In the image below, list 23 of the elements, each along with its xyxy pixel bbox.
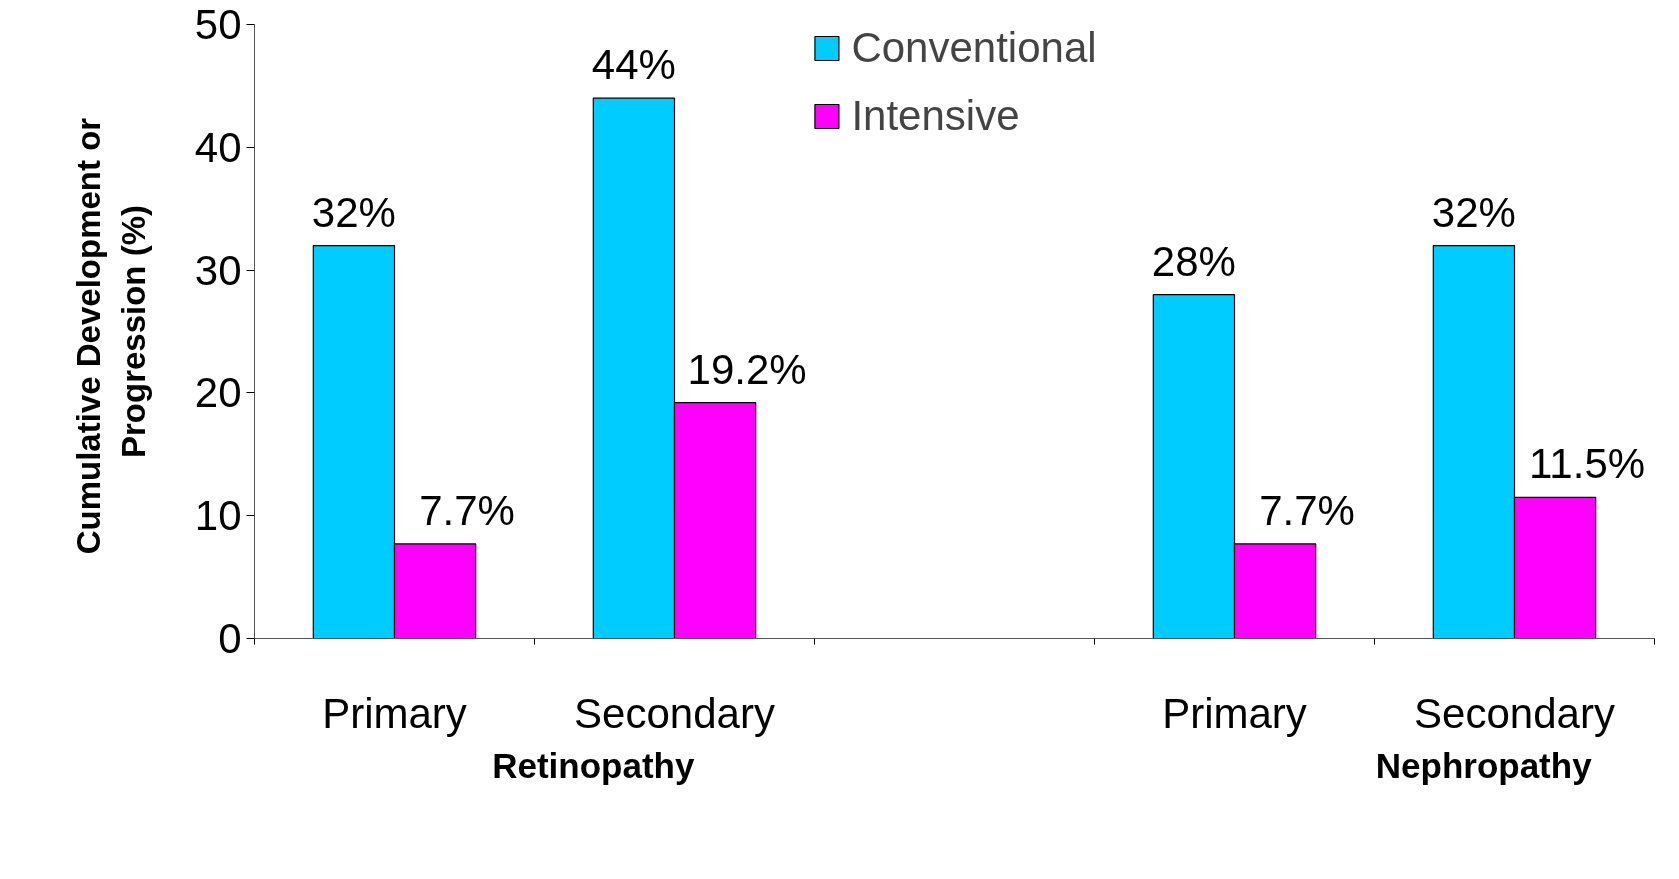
x-tick-label: Secondary — [1414, 689, 1615, 737]
y-tick-label: 10 — [194, 492, 242, 540]
y-tick-label: 20 — [194, 369, 242, 417]
data-label: 19.2% — [687, 345, 807, 393]
data-label: 32% — [311, 188, 396, 236]
text: Retinopathy — [492, 745, 695, 785]
data-label: 7.7% — [419, 486, 515, 534]
legend-label: Conventional — [851, 24, 1097, 72]
x-tick-label: Primary — [322, 689, 467, 737]
data-label: 11.5% — [1529, 440, 1646, 488]
text: Nephropathy — [1375, 745, 1593, 785]
legend-label: Intensive — [851, 92, 1020, 140]
y-tick-label: 0 — [218, 615, 242, 662]
x-tick-label: Primary — [1162, 689, 1307, 737]
y-tick-label: 50 — [194, 1, 242, 48]
data-label: 28% — [1151, 237, 1236, 285]
y-axis-title: Cumulative Development or Progression (%) — [70, 117, 152, 555]
x-tick-label: Secondary — [574, 689, 775, 737]
data-label: 32% — [1431, 188, 1516, 236]
y-tick-label: 40 — [194, 123, 242, 171]
y-tick-label: 30 — [194, 246, 242, 294]
data-label: 44% — [591, 41, 676, 89]
data-label: 7.7% — [1259, 486, 1355, 534]
